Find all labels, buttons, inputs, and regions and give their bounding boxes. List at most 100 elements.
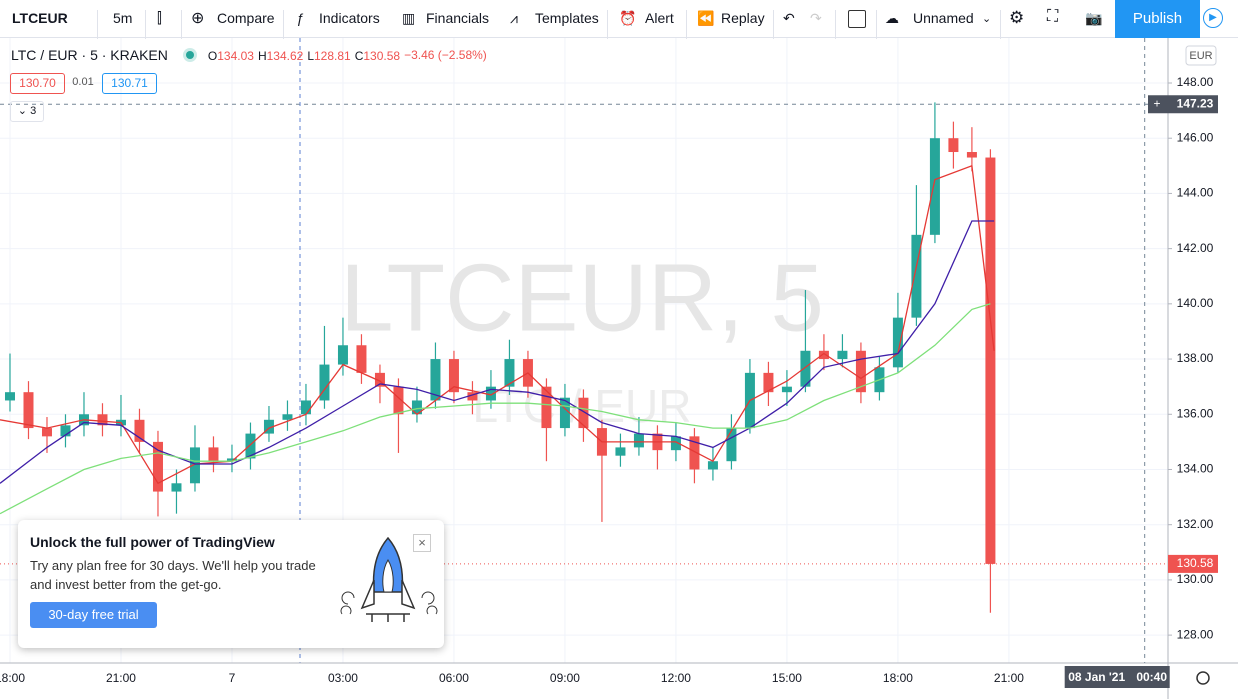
x-tick-label: 15:00: [772, 671, 802, 685]
cloud-icon[interactable]: ☁: [885, 10, 899, 26]
promo-popup: Unlock the full power of TradingView Try…: [18, 520, 444, 648]
candle-body: [60, 425, 71, 437]
y-tick-label: 144.00: [1177, 186, 1214, 200]
x-tick-label: 7: [229, 671, 236, 685]
redo[interactable]: ↷: [810, 10, 822, 26]
moving-average: [0, 303, 991, 515]
candle-body: [208, 447, 219, 462]
y-tick-label: 136.00: [1177, 406, 1214, 420]
ask[interactable]: 130.71: [102, 73, 157, 94]
candle-body: [892, 317, 903, 368]
x-tick-label: 21:00: [106, 671, 136, 685]
layout-name[interactable]: Unnamed: [913, 10, 974, 26]
indicators[interactable]: Indicators: [319, 10, 380, 26]
separator: [97, 10, 98, 39]
trial-button[interactable]: 30-day free trial: [30, 602, 157, 628]
candle-body: [337, 345, 348, 365]
candle-body: [393, 386, 404, 415]
change: −3.46 (−2.58%): [404, 48, 487, 62]
alert-icon[interactable]: ⏰: [619, 10, 637, 26]
y-tick-label: 128.00: [1177, 627, 1214, 641]
snapshot[interactable]: 📷: [1085, 10, 1103, 26]
undo[interactable]: ↶: [783, 10, 795, 26]
layout-icon[interactable]: [848, 10, 866, 28]
candle-body: [966, 152, 977, 158]
separator: [773, 10, 774, 39]
candle-body: [189, 447, 200, 484]
replay[interactable]: Replay: [721, 10, 765, 26]
y-tick-label: 142.00: [1177, 241, 1214, 255]
candle-body: [707, 461, 718, 470]
alert[interactable]: Alert: [645, 10, 674, 26]
watermark: LTCEUR, 5: [340, 244, 824, 351]
candle-body: [448, 359, 459, 393]
settings-icon[interactable]: [1196, 671, 1210, 685]
rocket-base: [366, 613, 410, 622]
rocket-window: [382, 559, 394, 593]
candle-body: [263, 419, 274, 434]
templates[interactable]: Templates: [535, 10, 599, 26]
indicator-count: 3: [30, 105, 37, 117]
candle-body: [134, 419, 145, 442]
x-tick-label: 18:00: [0, 671, 25, 685]
last-price-box: [1168, 554, 1218, 573]
candle-body: [911, 234, 922, 318]
layout-menu[interactable]: ⌄: [982, 13, 992, 25]
candle-body: [855, 350, 866, 393]
promo-text: and invest better from the get-go.: [30, 577, 222, 592]
publish-button[interactable]: Publish: [1115, 0, 1200, 38]
candle-body: [615, 447, 626, 456]
crosshair-clock: 00:40: [1136, 670, 1167, 684]
currency-box[interactable]: [1185, 45, 1217, 66]
legend: LTC / EUR · 5 · KRAKEN O134.03 H134.62 L12…: [11, 47, 487, 63]
y-tick-label: 134.00: [1177, 462, 1214, 476]
compare[interactable]: Compare: [217, 10, 275, 26]
settings[interactable]: ⚙: [1009, 8, 1025, 27]
y-tick-label: 138.00: [1177, 351, 1214, 365]
candle-body: [356, 345, 367, 373]
candle-body: [282, 414, 293, 420]
templates-icon[interactable]: ⩘: [510, 10, 518, 26]
candle-body: [541, 386, 552, 429]
interval[interactable]: 5m: [113, 10, 133, 26]
y-tick-label: 132.00: [1177, 517, 1214, 531]
y-tick-label: 148.00: [1177, 75, 1214, 89]
separator: [1000, 10, 1001, 39]
candle-body: [837, 350, 848, 360]
candle-body: [23, 392, 34, 429]
chart-type-icon[interactable]: ⫿: [157, 10, 162, 27]
play-button[interactable]: ▶: [1203, 8, 1223, 28]
ohlc-key: H: [257, 49, 267, 63]
candle-body: [374, 372, 385, 387]
separator: [283, 10, 284, 39]
promo-title: Unlock the full power of TradingView: [30, 534, 275, 550]
symbol-title: LTC / EUR · 5 · KRAKEN: [11, 47, 168, 63]
financials-icon[interactable]: ▥: [402, 10, 416, 26]
bid[interactable]: 130.70: [10, 73, 65, 94]
separator: [607, 10, 608, 39]
candle-body: [800, 350, 811, 387]
symbol[interactable]: LTCEUR: [12, 10, 68, 26]
candle-body: [430, 359, 441, 401]
candle-body: [41, 428, 52, 437]
ohlc-value: 134.62: [266, 49, 304, 63]
rocket-smoke: [340, 591, 438, 615]
candle-body: [763, 372, 774, 393]
candle-body: [171, 483, 182, 492]
ohlc: O134.03 H134.62 L128.81 C130.58: [208, 47, 400, 63]
fullscreen[interactable]: ⛶: [1047, 8, 1059, 25]
crosshair-price-label: 147.23: [1177, 96, 1214, 110]
candle-body: [300, 400, 311, 415]
y-tick-label: 130.00: [1177, 572, 1214, 586]
x-tick-label: 03:00: [328, 671, 358, 685]
close-button[interactable]: ×: [413, 534, 431, 552]
candle-body: [485, 386, 496, 401]
candle-body: [245, 433, 256, 459]
financials[interactable]: Financials: [426, 10, 490, 26]
candle-body: [4, 392, 15, 401]
compare-icon[interactable]: ⊕: [191, 10, 205, 27]
candle-body: [411, 400, 422, 415]
replay-icon[interactable]: ⏪: [697, 10, 715, 26]
indicators-icon[interactable]: ƒ: [296, 10, 304, 26]
indicator-toggle[interactable]: ⌄ 3: [10, 101, 44, 122]
